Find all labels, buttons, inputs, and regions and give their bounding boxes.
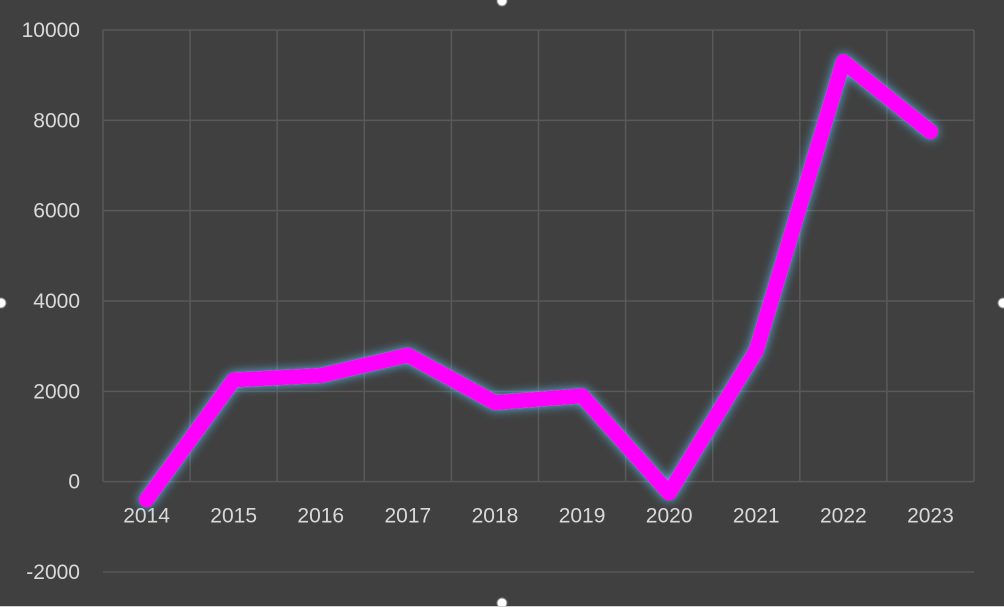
data-point-2018[interactable] xyxy=(487,395,503,411)
data-point-2014[interactable] xyxy=(139,492,155,508)
x-tick-label: 2014 xyxy=(123,505,170,528)
data-point-2015[interactable] xyxy=(226,372,242,388)
x-tick-label: 2016 xyxy=(297,505,344,528)
resize-handle-left[interactable] xyxy=(0,297,7,309)
y-axis-ticks: -2000 0 2000 4000 6000 8000 10000 xyxy=(22,19,80,584)
data-point-2016[interactable] xyxy=(313,368,329,384)
data-point-2017[interactable] xyxy=(400,347,416,363)
y-tick-label: 2000 xyxy=(33,380,80,403)
y-tick-label: 6000 xyxy=(33,200,80,223)
x-tick-label: 2018 xyxy=(472,505,519,528)
resize-handle-bottom[interactable] xyxy=(496,597,508,606)
x-tick-label: 2015 xyxy=(210,505,257,528)
data-point-2021[interactable] xyxy=(748,343,764,359)
resize-handle-right[interactable] xyxy=(997,297,1004,309)
y-tick-label: -2000 xyxy=(26,561,80,584)
gridlines xyxy=(102,29,975,573)
data-point-2023[interactable] xyxy=(922,124,938,140)
x-tick-label: 2017 xyxy=(384,505,431,528)
x-tick-label: 2021 xyxy=(733,505,780,528)
data-point-2019[interactable] xyxy=(574,388,590,404)
x-axis-ticks: 2014 2015 2016 2017 2018 2019 2020 2021 2022 2023 xyxy=(123,505,954,528)
worksheet-background xyxy=(0,606,1004,615)
y-tick-label: 4000 xyxy=(33,290,80,313)
x-tick-label: 2023 xyxy=(907,505,954,528)
series-layer xyxy=(139,54,938,508)
resize-handle-top[interactable] xyxy=(496,0,508,7)
data-point-2020[interactable] xyxy=(661,485,677,501)
y-tick-label: 8000 xyxy=(33,109,80,132)
y-tick-label: 10000 xyxy=(22,19,80,42)
y-tick-label: 0 xyxy=(68,471,80,494)
x-tick-label: 2020 xyxy=(646,505,693,528)
series-line[interactable] xyxy=(139,54,938,508)
x-tick-label: 2019 xyxy=(559,505,606,528)
x-tick-label: 2022 xyxy=(820,505,867,528)
data-point-2022[interactable] xyxy=(835,54,851,70)
